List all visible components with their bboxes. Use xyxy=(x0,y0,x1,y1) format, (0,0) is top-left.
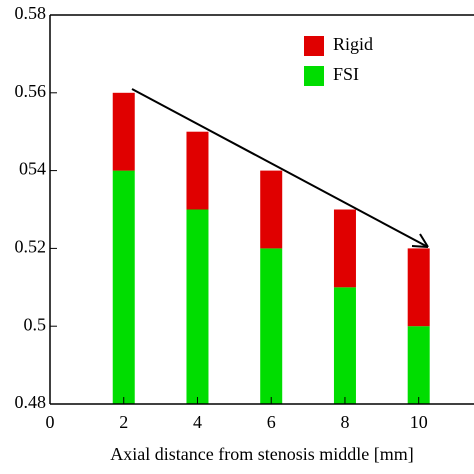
y-tick-label: 0.58 xyxy=(15,3,47,23)
arrow-head xyxy=(411,233,429,248)
bar-segment xyxy=(112,92,135,171)
legend-label: FSI xyxy=(333,64,359,84)
x-tick-label: 10 xyxy=(410,412,428,432)
bar-segment xyxy=(186,131,209,210)
x-axis-label: Axial distance from stenosis middle [mm] xyxy=(110,444,413,464)
x-tick-label: 0 xyxy=(46,412,55,432)
y-tick-label: 0.56 xyxy=(15,81,47,101)
bar-segment xyxy=(112,170,135,404)
y-tick-label: 054 xyxy=(19,159,46,179)
legend-label: Rigid xyxy=(333,34,373,54)
bar-segment xyxy=(407,248,430,327)
x-tick-label: 6 xyxy=(267,412,276,432)
x-tick-label: 4 xyxy=(193,412,202,432)
x-tick-label: 2 xyxy=(119,412,128,432)
bar-segment xyxy=(186,209,209,404)
bar-segment xyxy=(333,287,356,404)
y-tick-label: 0.52 xyxy=(15,237,47,257)
y-tick-label: 0.48 xyxy=(15,392,47,412)
trend-arrow xyxy=(131,88,427,247)
bar-segment xyxy=(260,170,283,249)
bar-segment xyxy=(333,209,356,288)
bar-segment xyxy=(260,248,283,404)
legend-swatch xyxy=(304,36,324,56)
legend-swatch xyxy=(304,66,324,86)
bar-segment xyxy=(407,326,430,404)
y-tick-label: 0.5 xyxy=(24,314,47,334)
x-tick-label: 8 xyxy=(340,412,349,432)
